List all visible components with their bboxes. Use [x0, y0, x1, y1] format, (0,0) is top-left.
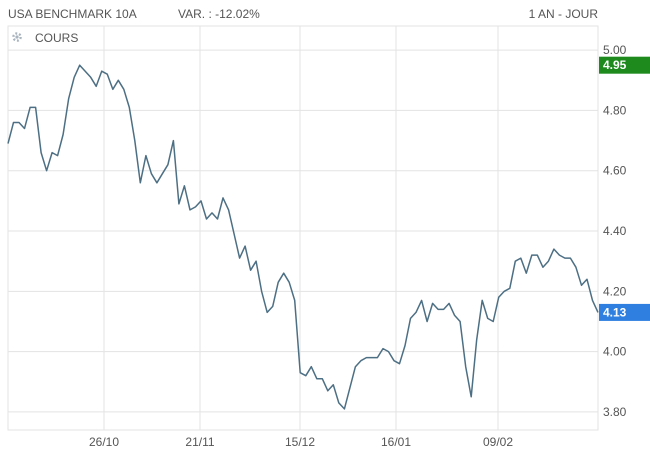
y-tick-label: 4.00 [603, 345, 627, 359]
x-tick-label: 15/12 [285, 435, 315, 449]
y-tick-label: 4.60 [603, 164, 627, 178]
series-line-cours [7, 64, 599, 410]
y-tick-label: 5.00 [603, 43, 627, 57]
high-value-label: 4.95 [603, 58, 627, 72]
grid [8, 26, 598, 430]
gear-icon[interactable] [12, 32, 22, 42]
variation-label: VAR. : -12.02% [178, 7, 260, 21]
y-tick-label: 3.80 [603, 405, 627, 419]
x-tick-label: 16/01 [381, 435, 411, 449]
high-badge: 4.95 [599, 56, 650, 74]
x-tick-label: 09/02 [483, 435, 513, 449]
x-axis-ticks: 26/10 21/11 15/12 16/01 09/02 [89, 435, 513, 449]
x-tick-label: 21/11 [185, 435, 214, 449]
y-tick-label: 4.20 [603, 284, 627, 298]
x-tick-label: 26/10 [89, 435, 119, 449]
instrument-title: USA BENCHMARK 10A [8, 7, 137, 21]
period-selector[interactable]: 1 AN - JOUR [528, 7, 598, 21]
last-badge: 4.13 [599, 303, 650, 321]
y-axis-ticks: 5.00 4.80 4.60 4.40 4.20 4.00 3.80 [603, 43, 627, 419]
chart-header: USA BENCHMARK 10A VAR. : -12.02% 1 AN - … [0, 0, 650, 26]
plot-frame [7, 25, 599, 431]
last-value-label: 4.13 [603, 305, 627, 319]
legend: COURS [12, 31, 78, 45]
legend-label: COURS [35, 31, 78, 45]
y-tick-label: 4.40 [603, 224, 627, 238]
y-tick-label: 4.80 [603, 103, 627, 117]
